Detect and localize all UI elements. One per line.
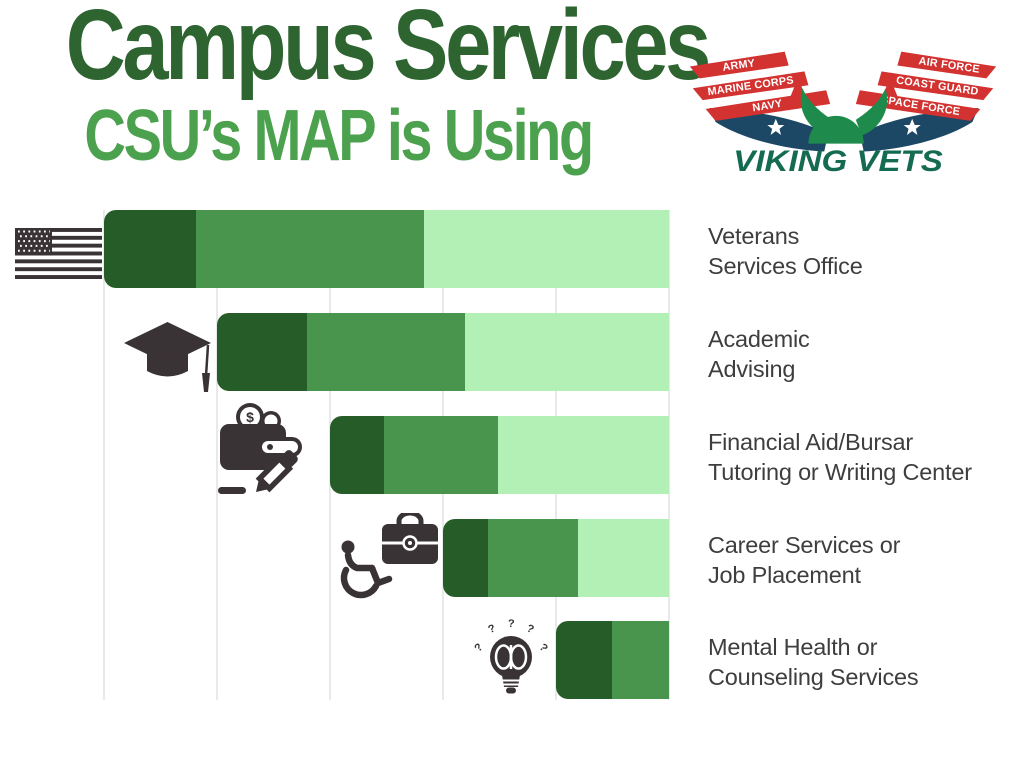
bar-row-3 bbox=[443, 519, 669, 597]
bar-segment-dark-green bbox=[443, 519, 488, 597]
label-line: Mental Health or bbox=[708, 634, 878, 660]
label-line: Advising bbox=[708, 356, 796, 382]
army-banner bbox=[689, 51, 789, 79]
bar-segment-medium-green bbox=[612, 621, 669, 699]
label-line: Veterans bbox=[708, 223, 800, 249]
graduation-cap-icon bbox=[120, 316, 215, 399]
label-line: Academic bbox=[708, 326, 810, 352]
bar-segment-light-green bbox=[424, 210, 669, 288]
bar-row-2 bbox=[330, 416, 669, 494]
air-force-banner bbox=[897, 51, 997, 79]
bar-segment-dark-green bbox=[556, 621, 612, 699]
bar-label-veterans-services: Veterans Services Office bbox=[708, 221, 863, 281]
pencil-underline bbox=[218, 487, 246, 494]
navy-banner bbox=[705, 90, 831, 121]
dollar-glyph: $ bbox=[246, 409, 254, 425]
bar-segment-medium-green bbox=[307, 313, 465, 391]
question-mark-glyph: ? bbox=[487, 622, 498, 636]
bar-label-mental-health: Mental Health or Counseling Services bbox=[708, 632, 919, 692]
bar-segment-dark-green bbox=[217, 313, 307, 391]
bar-segment-dark-green bbox=[330, 416, 384, 494]
bar-segment-light-green bbox=[498, 416, 669, 494]
bar-row-1 bbox=[217, 313, 669, 391]
bar-segment-light-green bbox=[578, 519, 669, 597]
bar-label-academic-advising: Academic Advising bbox=[708, 324, 810, 384]
label-line: Financial Aid/Bursar bbox=[708, 429, 913, 455]
pencil-icon bbox=[255, 450, 298, 493]
bar-row-4 bbox=[556, 621, 669, 699]
wallet-pencil-icon: $ bbox=[214, 400, 329, 503]
label-line: Counseling Services bbox=[708, 664, 919, 690]
viking-vets-logo-art: ARMY MARINE CORPS NAVY AIR FORCE COAST G… bbox=[689, 51, 997, 178]
wheelchair-icon bbox=[340, 540, 393, 599]
bar-segment-medium-green bbox=[384, 416, 498, 494]
left-wing-shape bbox=[709, 108, 829, 152]
bar-segment-medium-green bbox=[196, 210, 424, 288]
gridline bbox=[103, 210, 105, 700]
marine-corps-banner bbox=[692, 71, 809, 101]
label-line: Services Office bbox=[708, 253, 863, 279]
bar-label-career-services: Career Services or Job Placement bbox=[708, 530, 900, 590]
bar-segment-dark-green bbox=[104, 210, 196, 288]
label-line: Career Services or bbox=[708, 532, 901, 558]
right-star-icon bbox=[903, 118, 921, 135]
question-mark-glyph: ? bbox=[525, 622, 536, 636]
wheelchair-briefcase-icon bbox=[336, 510, 441, 610]
bar-row-0 bbox=[104, 210, 669, 288]
right-horn bbox=[855, 88, 888, 136]
briefcase-icon bbox=[382, 510, 438, 564]
viking-vets-logo: ARMY MARINE CORPS NAVY AIR FORCE COAST G… bbox=[676, 38, 1012, 178]
question-mark-glyph: ? bbox=[472, 641, 485, 654]
bar-segment-medium-green bbox=[488, 519, 578, 597]
viking-helmet bbox=[808, 115, 864, 144]
question-mark-glyph: ? bbox=[507, 618, 515, 630]
logo-wordmark: VIKING VETS bbox=[733, 145, 943, 178]
gridline bbox=[668, 210, 670, 700]
label-line: Job Placement bbox=[708, 562, 861, 588]
lightbulb-brain-icon: ? ? ? ? ? bbox=[472, 617, 550, 704]
page-subtitle: CSU’s MAP is Using bbox=[0, 100, 676, 172]
bar-label-financial-aid-tutoring: Financial Aid/Bursar Tutoring or Writing… bbox=[708, 427, 972, 487]
label-line: Tutoring or Writing Center bbox=[708, 459, 972, 485]
page-title: Campus Services bbox=[0, 0, 712, 98]
coast-guard-banner bbox=[877, 71, 994, 101]
bar-segment-light-green bbox=[465, 313, 669, 391]
question-mark-glyph: ? bbox=[537, 641, 550, 654]
right-wing-shape bbox=[859, 108, 979, 152]
us-flag-icon bbox=[15, 228, 102, 284]
left-star-icon bbox=[767, 118, 785, 135]
page-title-text: Campus Services bbox=[65, 0, 712, 101]
brain-glyph bbox=[494, 644, 528, 670]
navy-label: NAVY bbox=[752, 98, 784, 115]
army-label: ARMY bbox=[722, 57, 757, 74]
gridline bbox=[216, 210, 218, 700]
page-subtitle-text: CSU’s MAP is Using bbox=[84, 96, 594, 176]
wallet-body bbox=[220, 424, 302, 470]
